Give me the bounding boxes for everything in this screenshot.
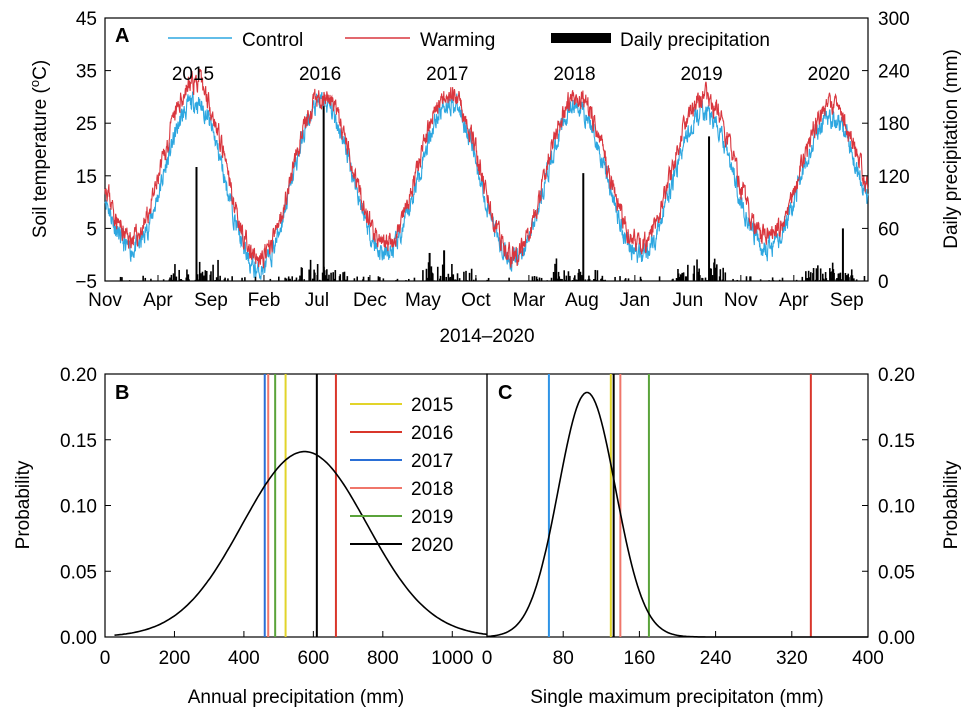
a-left-tick-label: 45 bbox=[76, 9, 97, 30]
b-y-tick-label: 0.20 bbox=[60, 365, 97, 386]
b-density-curve bbox=[114, 450, 488, 636]
a-x-tick-label: Sep bbox=[830, 290, 864, 311]
c-y-tick-label: 0.00 bbox=[878, 628, 915, 649]
legend-label-2015: 2015 bbox=[411, 395, 453, 416]
b-y-tick-label: 0.05 bbox=[60, 562, 97, 583]
c-x-tick-label: 400 bbox=[852, 648, 884, 669]
a-x-tick-label: Oct bbox=[461, 290, 491, 311]
a-x-tick-label: Nov bbox=[88, 290, 122, 311]
year-label: 2015 bbox=[172, 64, 214, 85]
a-left-tick-label: 15 bbox=[76, 167, 97, 188]
legend-label-2017: 2017 bbox=[411, 451, 453, 472]
panel-a: 45 35 25 15 5 −5 300 240 180 120 60 0 Nov Apr Sep Feb… bbox=[27, 9, 962, 347]
a-left-tick-label: 5 bbox=[86, 219, 97, 240]
b-y-ticks: 0.00 0.05 0.10 0.15 0.20 bbox=[60, 365, 111, 649]
b-y-tick-label: 0.00 bbox=[60, 628, 97, 649]
b-x-tick-label: 800 bbox=[367, 648, 399, 669]
a-right-tick-label: 0 bbox=[878, 272, 889, 293]
a-x-tick-label: Sep bbox=[194, 290, 228, 311]
a-left-ticks: 45 35 25 15 5 −5 bbox=[75, 9, 111, 293]
b-x-tick-label: 1000 bbox=[431, 648, 473, 669]
panel-c: 0.00 0.05 0.10 0.15 0.20 0 80 160 240 320 400 C S… bbox=[482, 365, 962, 708]
a-left-tick-label: −5 bbox=[75, 272, 97, 293]
b-xlabel: Annual precipitation (mm) bbox=[188, 687, 404, 708]
b-year-lines bbox=[263, 374, 337, 637]
a-year-labels: 2015 2016 2017 2018 2019 2020 bbox=[172, 64, 850, 85]
c-xlabel: Single maximum precipitaton (mm) bbox=[530, 687, 824, 708]
c-y-tick-label: 0.15 bbox=[878, 431, 915, 452]
a-x-tick-label: Jan bbox=[620, 290, 651, 311]
panel-b: 0.00 0.05 0.10 0.15 0.20 0 200 400 600 800 1000 B… bbox=[13, 365, 488, 708]
c-x-tick-label: 160 bbox=[624, 648, 656, 669]
a-x-tick-label: Nov bbox=[724, 290, 758, 311]
b-ylabel: Probability bbox=[13, 460, 34, 549]
c-year-lines bbox=[547, 374, 812, 637]
legend-label-2020: 2020 bbox=[411, 535, 453, 556]
year-label: 2017 bbox=[426, 64, 468, 85]
c-y-ticks: 0.00 0.05 0.10 0.15 0.20 bbox=[862, 365, 915, 649]
a-right-tick-label: 300 bbox=[878, 9, 910, 30]
year-label: 2018 bbox=[553, 64, 595, 85]
a-x-tick-label: Apr bbox=[779, 290, 809, 311]
year-label: 2019 bbox=[680, 64, 722, 85]
c-x-tick-label: 80 bbox=[553, 648, 574, 669]
c-density-curve bbox=[486, 391, 868, 638]
control-line bbox=[104, 91, 869, 280]
legend-precip-swatch bbox=[551, 33, 611, 43]
a-right-tick-label: 180 bbox=[878, 114, 910, 135]
legend-precip-label: Daily precipitation bbox=[620, 30, 770, 51]
c-x-tick-label: 320 bbox=[776, 648, 808, 669]
a-x-tick-label: Feb bbox=[248, 290, 281, 311]
a-x-tick-label: Aug bbox=[565, 290, 599, 311]
a-left-tick-label: 35 bbox=[76, 62, 97, 83]
panel-letter-a: A bbox=[115, 25, 129, 47]
c-y-tick-label: 0.05 bbox=[878, 562, 915, 583]
a-right-tick-label: 60 bbox=[878, 219, 899, 240]
c-x-tick-label: 0 bbox=[482, 648, 493, 669]
legend-label-2016: 2016 bbox=[411, 423, 453, 444]
precip-bars bbox=[104, 101, 866, 281]
legend-label-2019: 2019 bbox=[411, 507, 453, 528]
warming-series bbox=[104, 68, 869, 269]
a-right-ticks: 300 240 180 120 60 0 bbox=[862, 9, 910, 293]
b-x-ticks: 0 200 400 600 800 1000 bbox=[100, 631, 473, 669]
a-right-tick-label: 120 bbox=[878, 167, 910, 188]
warming-line bbox=[104, 68, 869, 269]
b-x-tick-label: 0 bbox=[100, 648, 111, 669]
a-xlabel: 2014–2020 bbox=[439, 326, 534, 347]
b-x-tick-label: 400 bbox=[228, 648, 260, 669]
a-x-tick-label: Jun bbox=[673, 290, 704, 311]
b-legend: 2015 2016 2017 2018 2019 2020 bbox=[350, 395, 453, 556]
b-y-tick-label: 0.10 bbox=[60, 497, 97, 518]
year-label: 2020 bbox=[808, 64, 850, 85]
c-ylabel: Probability bbox=[941, 460, 962, 549]
a-x-tick-label: Apr bbox=[143, 290, 173, 311]
panel-letter-b: B bbox=[115, 382, 129, 404]
c-y-tick-label: 0.20 bbox=[878, 365, 915, 386]
b-y-tick-label: 0.15 bbox=[60, 431, 97, 452]
legend-warming-label: Warming bbox=[420, 30, 495, 51]
b-x-tick-label: 200 bbox=[159, 648, 191, 669]
a-x-tick-label: Mar bbox=[513, 290, 546, 311]
panel-letter-c: C bbox=[498, 382, 512, 404]
c-x-tick-label: 240 bbox=[700, 648, 732, 669]
legend-control-label: Control bbox=[242, 30, 303, 51]
c-y-tick-label: 0.10 bbox=[878, 497, 915, 518]
year-label: 2016 bbox=[299, 64, 341, 85]
b-x-tick-label: 600 bbox=[298, 648, 330, 669]
control-series bbox=[104, 91, 869, 280]
a-ylabel-right: Daily precipitation (mm) bbox=[941, 49, 962, 249]
a-x-tick-label: Jul bbox=[305, 290, 329, 311]
a-x-tick-label: Dec bbox=[353, 290, 387, 311]
c-x-ticks: 0 80 160 240 320 400 bbox=[482, 631, 884, 669]
a-left-tick-label: 25 bbox=[76, 114, 97, 135]
a-ylabel-left: Soil temperature (oC) bbox=[27, 60, 51, 238]
legend-label-2018: 2018 bbox=[411, 479, 453, 500]
a-x-ticks: Nov Apr Sep Feb Jul Dec May Oct Mar Aug Jan Jun Nov A… bbox=[88, 275, 864, 311]
a-x-tick-label: May bbox=[405, 290, 441, 311]
a-right-tick-label: 240 bbox=[878, 62, 910, 83]
